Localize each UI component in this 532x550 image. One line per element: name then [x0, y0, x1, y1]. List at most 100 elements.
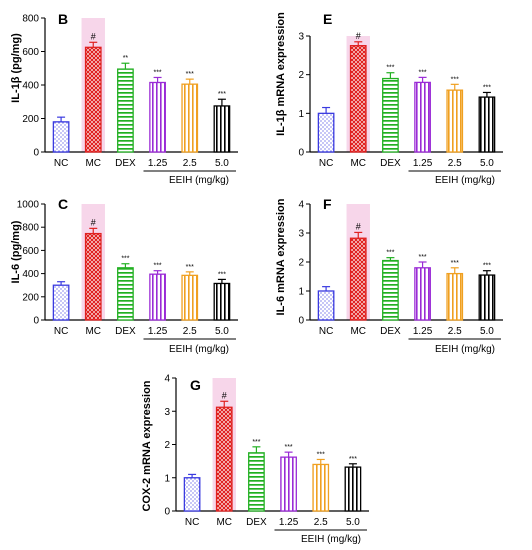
- x-group-label: EEIH (mg/kg): [169, 175, 229, 186]
- bar-dex: [382, 259, 399, 321]
- x-tick-label: MC: [85, 158, 101, 169]
- y-tick-label: 3: [298, 32, 304, 43]
- bar-eeih-1-25: [280, 456, 297, 512]
- y-tick-label: 3: [164, 407, 170, 418]
- significance-label: #: [356, 31, 361, 41]
- significance-label: ***: [121, 256, 129, 263]
- x-tick-label: 2.5: [183, 158, 197, 169]
- x-group-label: EEIH (mg/kg): [435, 344, 495, 355]
- significance-label: ***: [218, 271, 226, 278]
- bar-dex: [382, 77, 399, 153]
- significance-label: ***: [153, 263, 161, 270]
- bar-eeih-5-0: [213, 105, 231, 153]
- x-tick-label: MC: [85, 326, 101, 337]
- y-axis-label: IL-6 mRNA expression: [275, 198, 287, 315]
- y-tick-label: 2: [298, 258, 304, 269]
- x-tick-label: 5.0: [480, 326, 494, 337]
- panel-label: B: [58, 11, 68, 27]
- x-tick-label: DEX: [380, 158, 401, 169]
- y-tick-label: 1: [164, 473, 170, 484]
- y-tick-label: 0: [298, 316, 304, 327]
- y-tick-label: 0: [164, 507, 170, 518]
- x-tick-label: 1.25: [148, 326, 168, 337]
- bar-eeih-1-25: [149, 81, 166, 153]
- significance-label: ***: [451, 76, 459, 83]
- x-tick-label: DEX: [246, 517, 267, 528]
- x-tick-label: MC: [350, 158, 366, 169]
- x-tick-label: NC: [185, 517, 199, 528]
- x-tick-label: 1.25: [148, 158, 168, 169]
- y-tick-label: 0: [33, 148, 39, 159]
- bar-dex: [117, 68, 134, 153]
- significance-label: #: [91, 31, 96, 41]
- significance-label: #: [222, 390, 227, 400]
- y-axis-label: COX-2 mRNA expression: [141, 380, 153, 511]
- x-tick-label: 5.0: [346, 517, 360, 528]
- y-tick-label: 4: [298, 200, 304, 211]
- x-group-label: EEIH (mg/kg): [435, 175, 495, 186]
- y-tick-label: 400: [22, 269, 39, 280]
- panel-e: E IL-1β mRNA expression EEIH (mg/kg) 0 1 2…: [275, 11, 503, 186]
- significance-label: ***: [483, 84, 491, 91]
- x-tick-label: NC: [319, 158, 333, 169]
- y-tick-label: 0: [33, 316, 39, 327]
- panel-label: E: [323, 11, 332, 27]
- chart-body: 0 200 400 600 800 NC # MC ** DEX *** 1.25 *** 2.5 *** 5…: [22, 14, 238, 172]
- y-tick-label: 3: [298, 229, 304, 240]
- significance-label: ***: [451, 260, 459, 267]
- panel-label: C: [58, 196, 68, 212]
- bar-mc: [349, 237, 367, 321]
- y-tick-label: 200: [22, 292, 39, 303]
- bar-eeih-2-5: [446, 89, 464, 153]
- significance-label: ***: [418, 69, 426, 76]
- y-tick-label: 1: [298, 109, 304, 120]
- significance-label: ***: [418, 254, 426, 261]
- x-tick-label: NC: [319, 326, 333, 337]
- bar-eeih-2-5: [312, 463, 330, 512]
- chart-body: 0 1 2 3 4 NC # MC *** DEX *** 1.25 *** 2.5 *** 5.0: [298, 200, 503, 340]
- y-tick-label: 400: [22, 81, 39, 92]
- significance-label: #: [91, 217, 96, 227]
- bar-dex: [248, 452, 265, 512]
- x-group-label: EEIH (mg/kg): [301, 534, 361, 545]
- panel-f: F IL-6 mRNA expression EEIH (mg/kg) 0 1 2 3…: [275, 196, 503, 355]
- significance-label: ***: [317, 451, 325, 458]
- bar-eeih-2-5: [181, 274, 199, 321]
- y-tick-label: 200: [22, 114, 39, 125]
- bar-nc: [52, 121, 70, 153]
- bar-eeih-1-25: [149, 273, 166, 321]
- x-tick-label: MC: [350, 326, 366, 337]
- chart-body: 0 1 2 3 4 NC # MC *** DEX *** 1.25 *** 2.5 *** 5.0: [164, 374, 369, 531]
- y-axis-label: IL-1β mRNA expression: [275, 12, 287, 136]
- bar-nc: [183, 477, 201, 512]
- y-tick-label: 800: [22, 14, 39, 25]
- x-tick-label: DEX: [380, 326, 401, 337]
- x-tick-label: MC: [216, 517, 232, 528]
- panel-b: B IL-1β (pg/mg) EEIH (mg/kg) 0 200 400 600 8…: [10, 11, 238, 186]
- x-tick-label: 2.5: [448, 158, 462, 169]
- significance-label: ***: [218, 91, 226, 98]
- x-tick-label: NC: [54, 326, 68, 337]
- bar-nc: [317, 290, 335, 321]
- x-tick-label: 2.5: [183, 326, 197, 337]
- bar-eeih-5-0: [344, 466, 362, 512]
- y-tick-label: 1: [298, 287, 304, 298]
- significance-label: ***: [284, 444, 292, 451]
- bar-eeih-1-25: [414, 267, 431, 321]
- bar-mc: [215, 406, 233, 512]
- significance-label: ***: [153, 69, 161, 76]
- y-tick-label: 600: [22, 47, 39, 58]
- significance-label: ***: [252, 439, 260, 446]
- x-tick-label: 1.25: [413, 158, 433, 169]
- bar-nc: [317, 112, 335, 153]
- x-tick-label: 2.5: [448, 326, 462, 337]
- x-tick-label: 1.25: [279, 517, 299, 528]
- y-tick-label: 2: [298, 70, 304, 81]
- significance-label: ***: [186, 71, 194, 78]
- bar-nc: [52, 284, 70, 321]
- chart-body: 0 200 400 600 800 1000 NC # MC *** DEX *** 1.25 *** 2.…: [17, 200, 238, 340]
- y-tick-label: 0: [298, 148, 304, 159]
- y-tick-label: 2: [164, 440, 170, 451]
- x-tick-label: 5.0: [215, 158, 229, 169]
- bar-eeih-5-0: [478, 274, 496, 321]
